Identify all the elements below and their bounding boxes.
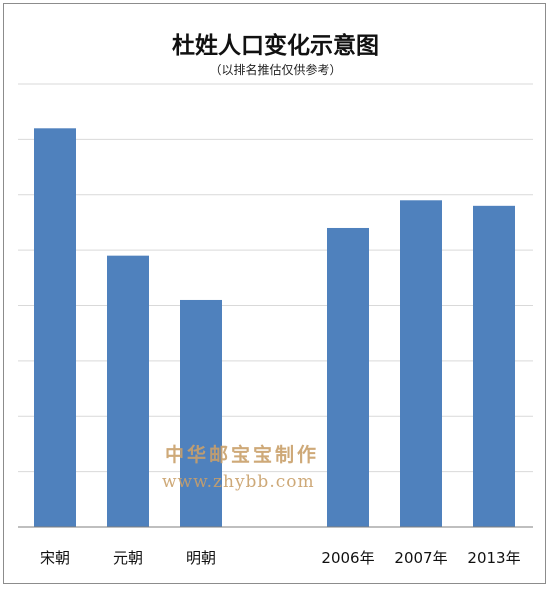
chart-subtitle: （以排名推估仅供参考） bbox=[209, 63, 342, 77]
x-tick-label: 2013年 bbox=[467, 549, 520, 567]
bar bbox=[327, 227, 369, 527]
bar bbox=[34, 128, 76, 528]
watermark-url: www.zhybb.com bbox=[162, 472, 315, 492]
x-tick-label: 明朝 bbox=[186, 549, 216, 567]
chart-title: 杜姓人口变化示意图 bbox=[172, 32, 379, 59]
x-tick-label: 宋朝 bbox=[40, 549, 70, 567]
x-tick-label: 2006年 bbox=[321, 549, 374, 567]
x-tick-label: 元朝 bbox=[113, 549, 143, 567]
x-tick-label: 2007年 bbox=[394, 549, 447, 567]
chart-frame bbox=[3, 3, 546, 584]
bar bbox=[180, 299, 222, 527]
bar bbox=[473, 205, 515, 527]
bar bbox=[400, 200, 442, 527]
bar bbox=[107, 255, 149, 527]
watermark-text: 中华邮宝宝制作 bbox=[165, 444, 320, 466]
